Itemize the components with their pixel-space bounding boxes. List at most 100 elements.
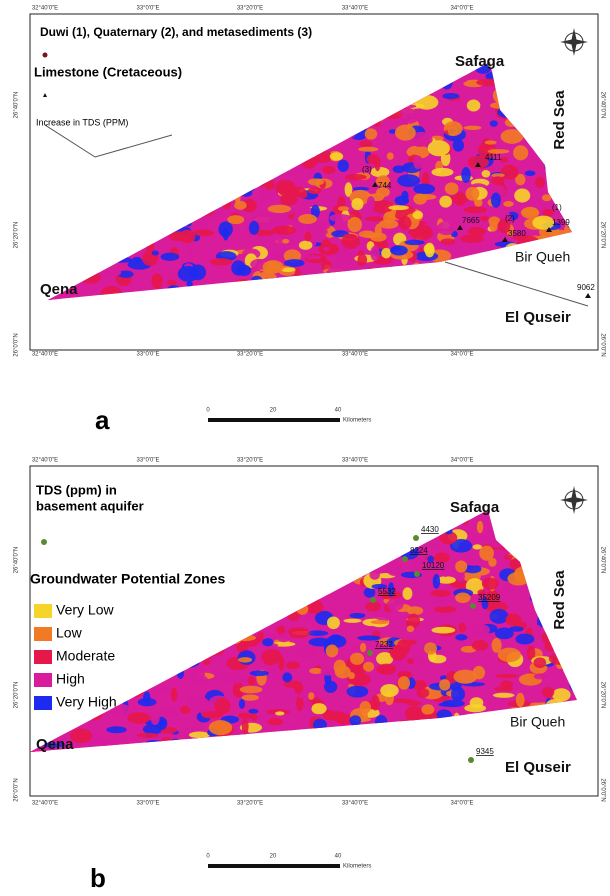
zone-patch: [481, 577, 499, 590]
zone-patch: [371, 695, 380, 711]
site-marker: [502, 237, 508, 242]
tick: 33°40'0"E: [342, 458, 368, 464]
zone-patch: [401, 639, 417, 646]
tick: 26°20'0"N: [599, 222, 605, 249]
site: 4111: [485, 153, 502, 162]
zone-patch: [358, 146, 379, 152]
zone-patch: [454, 217, 462, 224]
tick: 26°20'0"N: [14, 682, 20, 709]
zone-patch: [476, 520, 484, 534]
zone-patch: [412, 210, 423, 220]
zone-patch: [397, 676, 411, 690]
zone-patch: [363, 587, 376, 598]
zone-patch: [491, 176, 505, 186]
zone-patch: [455, 592, 471, 604]
zone-patch: [402, 587, 413, 600]
zone-patch: [494, 673, 519, 679]
tick: 33°20'0"E: [237, 801, 263, 807]
site: 9062: [577, 283, 595, 292]
zone-patch: [451, 659, 459, 665]
legend-text: basement aquifer: [36, 498, 144, 513]
zone-patch: [370, 619, 390, 625]
legend-text: Increase in TDS (PPM): [36, 117, 128, 127]
zone-patch: [452, 139, 465, 152]
zone-patch: [394, 124, 416, 141]
tick: 34°0'0"E: [450, 6, 473, 12]
zone-patch: [552, 688, 571, 702]
zone-patch: [132, 256, 142, 262]
zone-patch: [322, 165, 336, 174]
zone-patch: [390, 245, 408, 256]
zone-patch: [413, 183, 436, 195]
zone-patch: [327, 616, 340, 630]
zone-patch: [329, 152, 344, 161]
tick: 33°0'0"E: [136, 801, 159, 807]
zone-patch: [160, 252, 180, 262]
tick: 40: [335, 854, 342, 860]
site: 1399: [552, 218, 570, 227]
zone-patch: [366, 195, 376, 211]
zone-patch: [247, 676, 256, 686]
zone-patch: [437, 221, 456, 236]
legend-text: TDS (ppm) in: [36, 482, 117, 497]
arrow: [44, 124, 173, 158]
zone-patch: [532, 624, 543, 639]
site-marker: [372, 182, 378, 187]
zone-patch: [222, 227, 229, 241]
zone-patch: [490, 192, 501, 208]
site-marker: [585, 293, 591, 298]
zone-patch: [203, 659, 211, 666]
zone-patch: [282, 672, 293, 683]
tick: 33°0'0"E: [136, 352, 159, 358]
site: 7665: [462, 216, 480, 225]
zone-patch: [252, 212, 276, 228]
zone-patch: [293, 681, 304, 694]
zone-patch: [471, 640, 489, 651]
zone-patch: [320, 238, 332, 254]
zone-patch: [308, 692, 315, 700]
zone-patch: [514, 188, 531, 203]
tick: 26°0'0"N: [599, 778, 605, 801]
zone-patch: [127, 712, 151, 724]
tick: 33°40'0"E: [342, 352, 368, 358]
zone-patch: [275, 179, 296, 195]
zone-patch: [257, 631, 264, 643]
tick: 33°40'0"E: [342, 801, 368, 807]
zone-patch: [439, 195, 452, 208]
zone-patch: [427, 555, 434, 563]
zone-patch: [294, 646, 317, 652]
zone-patch: [370, 199, 394, 214]
zone-patch: [150, 711, 160, 726]
zone-patch: [542, 208, 554, 217]
tick: 26°0'0"N: [14, 778, 20, 801]
zone-patch: [497, 218, 511, 234]
tick: 26°40'0"N: [14, 547, 20, 574]
zone-patch: [280, 267, 296, 273]
zone-patch: [376, 175, 390, 187]
zone-patch: [488, 557, 497, 567]
zone-patch: [524, 170, 536, 177]
zone-patch: [151, 250, 159, 256]
zone-patch: [241, 718, 249, 735]
zone-patch: [238, 712, 254, 719]
zone-patch: [323, 246, 330, 252]
zone-patch: [357, 635, 381, 641]
zone-patch: [334, 250, 353, 264]
zone-patch: [170, 687, 178, 702]
zone-patch: [436, 576, 456, 584]
zone-patch: [439, 531, 458, 545]
tick: 33°0'0"E: [136, 6, 159, 12]
site-marker: [370, 597, 376, 603]
zone-patch: [158, 707, 181, 719]
zone-patch: [427, 140, 450, 157]
arrow: [444, 261, 589, 307]
zone-patch: [453, 669, 478, 684]
zone-patch: [533, 673, 548, 680]
site-marker: [457, 225, 463, 230]
zone-patch: [348, 672, 355, 680]
place: Red Sea: [551, 570, 568, 630]
panel-label: b: [90, 863, 106, 893]
tick: 33°20'0"E: [237, 352, 263, 358]
zone-patch: [424, 242, 435, 258]
